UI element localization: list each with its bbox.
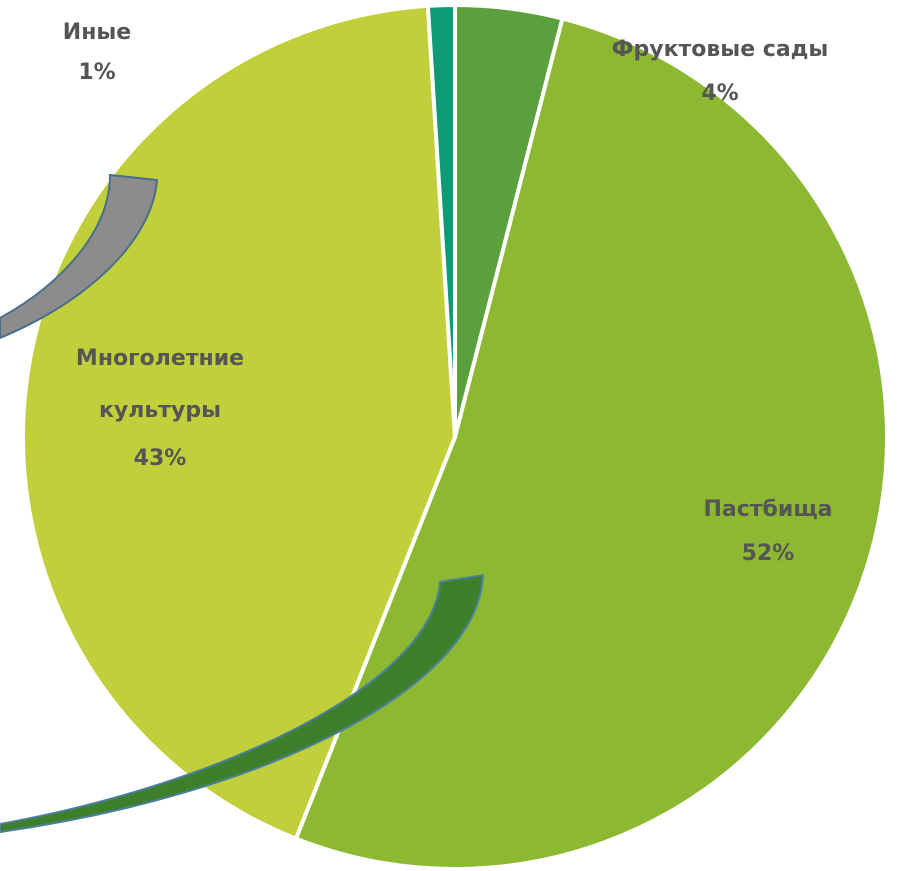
category-label: Многолетние культуры — [75, 346, 245, 423]
category-label: Пастбища — [703, 497, 833, 522]
pie-slice — [425, 3, 457, 439]
data-label: Пастбища 52% — [668, 488, 868, 576]
category-label: Фруктовые сады — [611, 37, 829, 62]
decor-arrow — [0, 173, 159, 340]
value-label: 52% — [741, 541, 795, 566]
data-label: Фруктовые сады 4% — [570, 28, 870, 116]
decor-arrow — [0, 573, 485, 834]
value-label: 43% — [133, 446, 187, 471]
data-label: Многолетние культуры 43% — [60, 333, 260, 481]
value-label: 4% — [701, 81, 739, 106]
category-label: Иные — [62, 20, 132, 45]
value-label: 1% — [78, 60, 116, 85]
data-label: Иные 1% — [37, 8, 157, 88]
